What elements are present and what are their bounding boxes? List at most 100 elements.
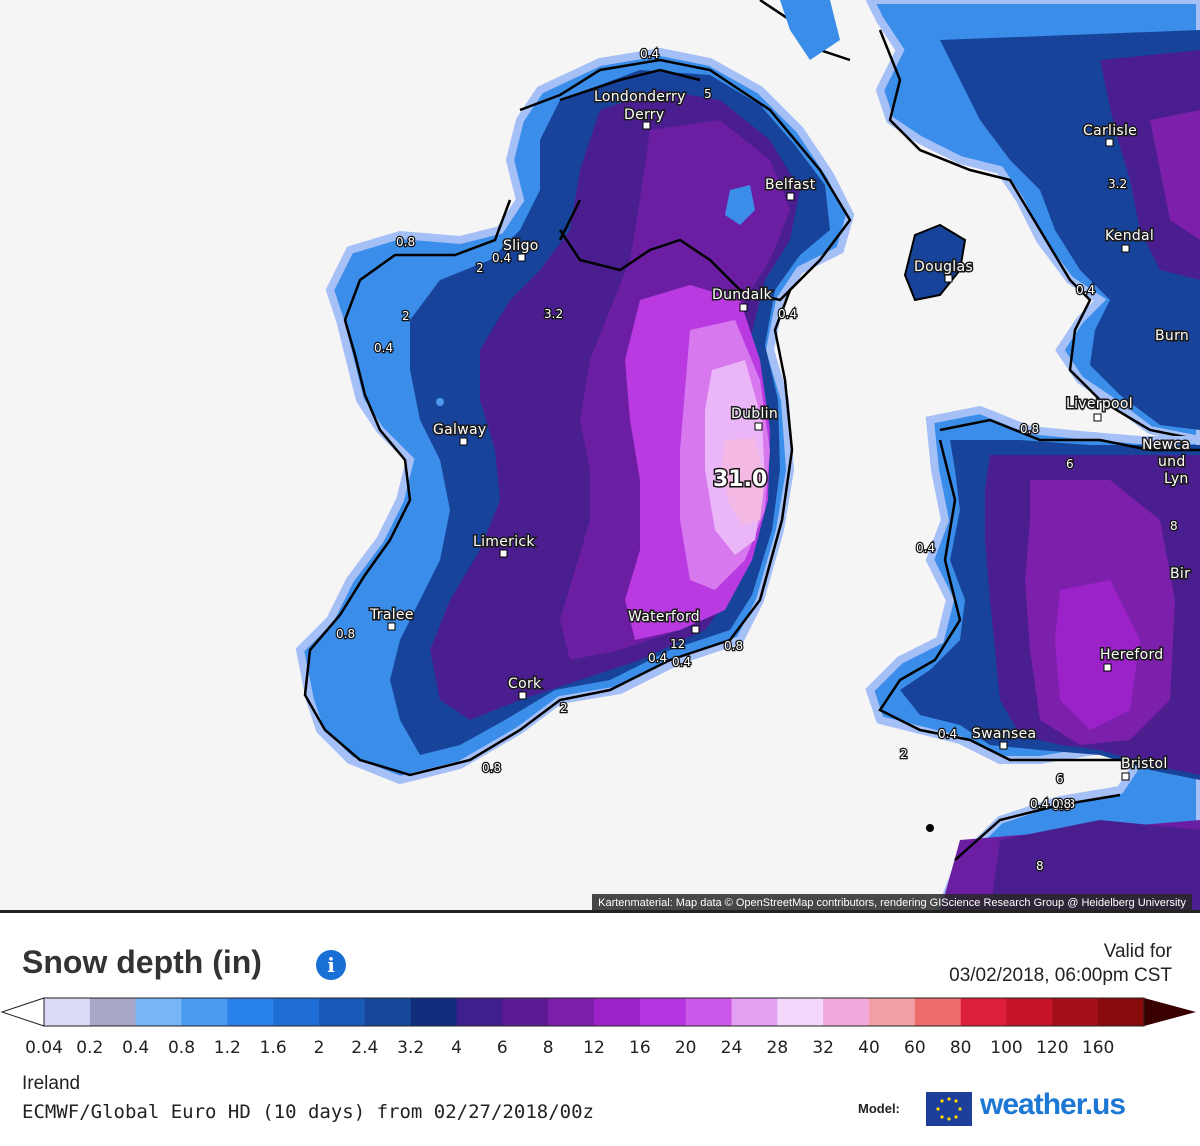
scale-tick-label: 0.8	[167, 1038, 196, 1058]
svg-text:0.4: 0.4	[1030, 797, 1049, 811]
scale-swatch	[960, 998, 1007, 1026]
scale-swatch	[1098, 998, 1145, 1026]
snow-depth-map[interactable]: Londonderry Derry Belfast Sligo Dundalk …	[0, 0, 1200, 912]
scale-tick-label: 3.2	[397, 1038, 425, 1058]
svg-text:2: 2	[402, 309, 410, 323]
contour-labels: 0.4 5 3.2 0.8 0.4 2 0.4 3.2 2 0.4 0.4 0.…	[335, 46, 1179, 875]
divider	[0, 910, 1200, 913]
svg-text:0.8: 0.8	[1056, 797, 1075, 811]
scale-swatch	[502, 998, 549, 1026]
scale-tick-label: 1.6	[259, 1038, 287, 1058]
svg-text:0.8: 0.8	[724, 639, 743, 653]
island-marker	[436, 398, 444, 406]
svg-text:0.4: 0.4	[672, 655, 691, 669]
scale-tick-label: 2	[313, 1038, 325, 1058]
valid-for: Valid for 03/02/2018, 06:00pm CST	[949, 940, 1172, 988]
city-label: Bristol	[1121, 756, 1168, 772]
scale-swatch	[456, 998, 503, 1026]
valid-time: 03/02/2018, 06:00pm CST	[949, 965, 1172, 986]
svg-text:0.4: 0.4	[640, 47, 659, 61]
scale-swatch	[1006, 998, 1053, 1026]
scale-swatch	[44, 998, 91, 1026]
map-canvas: Londonderry Derry Belfast Sligo Dundalk …	[295, 0, 1200, 912]
city-label: Hereford	[1100, 647, 1164, 663]
scale-tick-label: 6	[496, 1038, 508, 1058]
city-labels: Londonderry Derry Belfast Sligo Dundalk …	[368, 88, 1192, 781]
scale-start-arrow	[0, 997, 45, 1027]
city-label: Douglas	[914, 259, 973, 275]
scale-swatch	[319, 998, 366, 1026]
scale-swatch	[89, 998, 137, 1026]
svg-text:2: 2	[560, 701, 568, 715]
svg-text:0.4: 0.4	[916, 541, 935, 555]
city-label: Derry	[624, 107, 664, 123]
svg-text:8: 8	[1170, 519, 1178, 533]
city-label: Newca	[1142, 437, 1190, 453]
svg-text:3.2: 3.2	[544, 307, 563, 321]
scale-swatch	[135, 998, 182, 1026]
svg-text:12: 12	[670, 637, 685, 651]
scale-tick-label: 0.2	[76, 1038, 104, 1058]
color-scale-bar	[0, 997, 1196, 1027]
city-label: Limerick	[473, 534, 535, 550]
svg-text:8: 8	[1036, 859, 1044, 873]
scale-swatch	[823, 998, 870, 1026]
scale-swatch	[1052, 998, 1099, 1026]
scale-swatch	[594, 998, 641, 1026]
city-label: Tralee	[369, 607, 414, 623]
info-icon[interactable]: i	[316, 950, 346, 980]
scale-tick-label: 8	[542, 1038, 554, 1058]
scale-swatch	[548, 998, 595, 1026]
svg-text:0.8: 0.8	[1020, 422, 1039, 436]
svg-text:0.8: 0.8	[336, 627, 355, 641]
scale-tick-label: 120	[1036, 1038, 1069, 1058]
scale-tick-label: 100	[990, 1038, 1023, 1058]
ireland-landmass	[295, 47, 855, 785]
scale-ticks: 0.04 0.2 0.4 0.8 1.2 1.6 2 2.4 3.2 4 6 8 12 16 20 24 28 3…	[0, 1038, 1200, 1062]
city-label: Lyn	[1164, 471, 1189, 487]
scale-swatch	[181, 998, 228, 1026]
scale-tick-label: 80	[949, 1038, 972, 1058]
svg-text:0.8: 0.8	[482, 761, 501, 775]
svg-text:0.4: 0.4	[1076, 283, 1095, 297]
eu-flag-icon	[926, 1092, 972, 1126]
brand-logo[interactable]: weather.us	[980, 1088, 1126, 1121]
city-label: Swansea	[972, 726, 1036, 742]
svg-text:2: 2	[476, 261, 484, 275]
valid-label: Valid for	[1103, 941, 1172, 962]
city-label: Galway	[433, 422, 486, 438]
scale-tick-label: 160	[1081, 1038, 1115, 1058]
scale-tick-label: 40	[858, 1038, 880, 1058]
max-value-label: 31.0	[713, 467, 767, 492]
scale-swatch	[227, 998, 274, 1026]
scale-tick-label: 4	[451, 1038, 462, 1058]
city-label: Cork	[508, 676, 542, 692]
scale-tick-label: 1.2	[213, 1038, 241, 1058]
city-label: Dublin	[731, 406, 778, 422]
scale-tick-label: 32	[812, 1038, 834, 1058]
city-label: Burn	[1155, 328, 1189, 344]
map-attribution: Kartenmaterial: Map data © OpenStreetMap…	[592, 894, 1192, 912]
city-label: Dundalk	[712, 287, 773, 303]
model-run-label: ECMWF/Global Euro HD (10 days) from 02/2…	[22, 1101, 594, 1123]
scale-swatch	[273, 998, 320, 1026]
scale-tick-label: 20	[674, 1038, 697, 1058]
color-scale	[0, 994, 1200, 1030]
great-britain-landmass	[759, 0, 1200, 445]
city-label: Kendal	[1105, 228, 1154, 244]
svg-text:0.8: 0.8	[396, 235, 415, 249]
scale-swatch	[869, 998, 916, 1026]
scale-tick-label: 2.4	[351, 1038, 379, 1058]
svg-text:0.4: 0.4	[648, 651, 667, 665]
scale-tick-label: 24	[720, 1038, 743, 1058]
scale-swatch	[364, 998, 412, 1026]
scale-tick-label: 60	[904, 1038, 926, 1058]
scale-swatch	[777, 998, 824, 1026]
wales-england-landmass	[865, 405, 1200, 912]
model-label: Model:	[858, 1101, 900, 1116]
city-label: und	[1158, 454, 1186, 470]
scale-swatch	[731, 998, 778, 1026]
scale-tick-label: 28	[766, 1038, 789, 1058]
scale-swatch	[914, 998, 962, 1026]
scale-end-arrow	[1144, 998, 1196, 1026]
